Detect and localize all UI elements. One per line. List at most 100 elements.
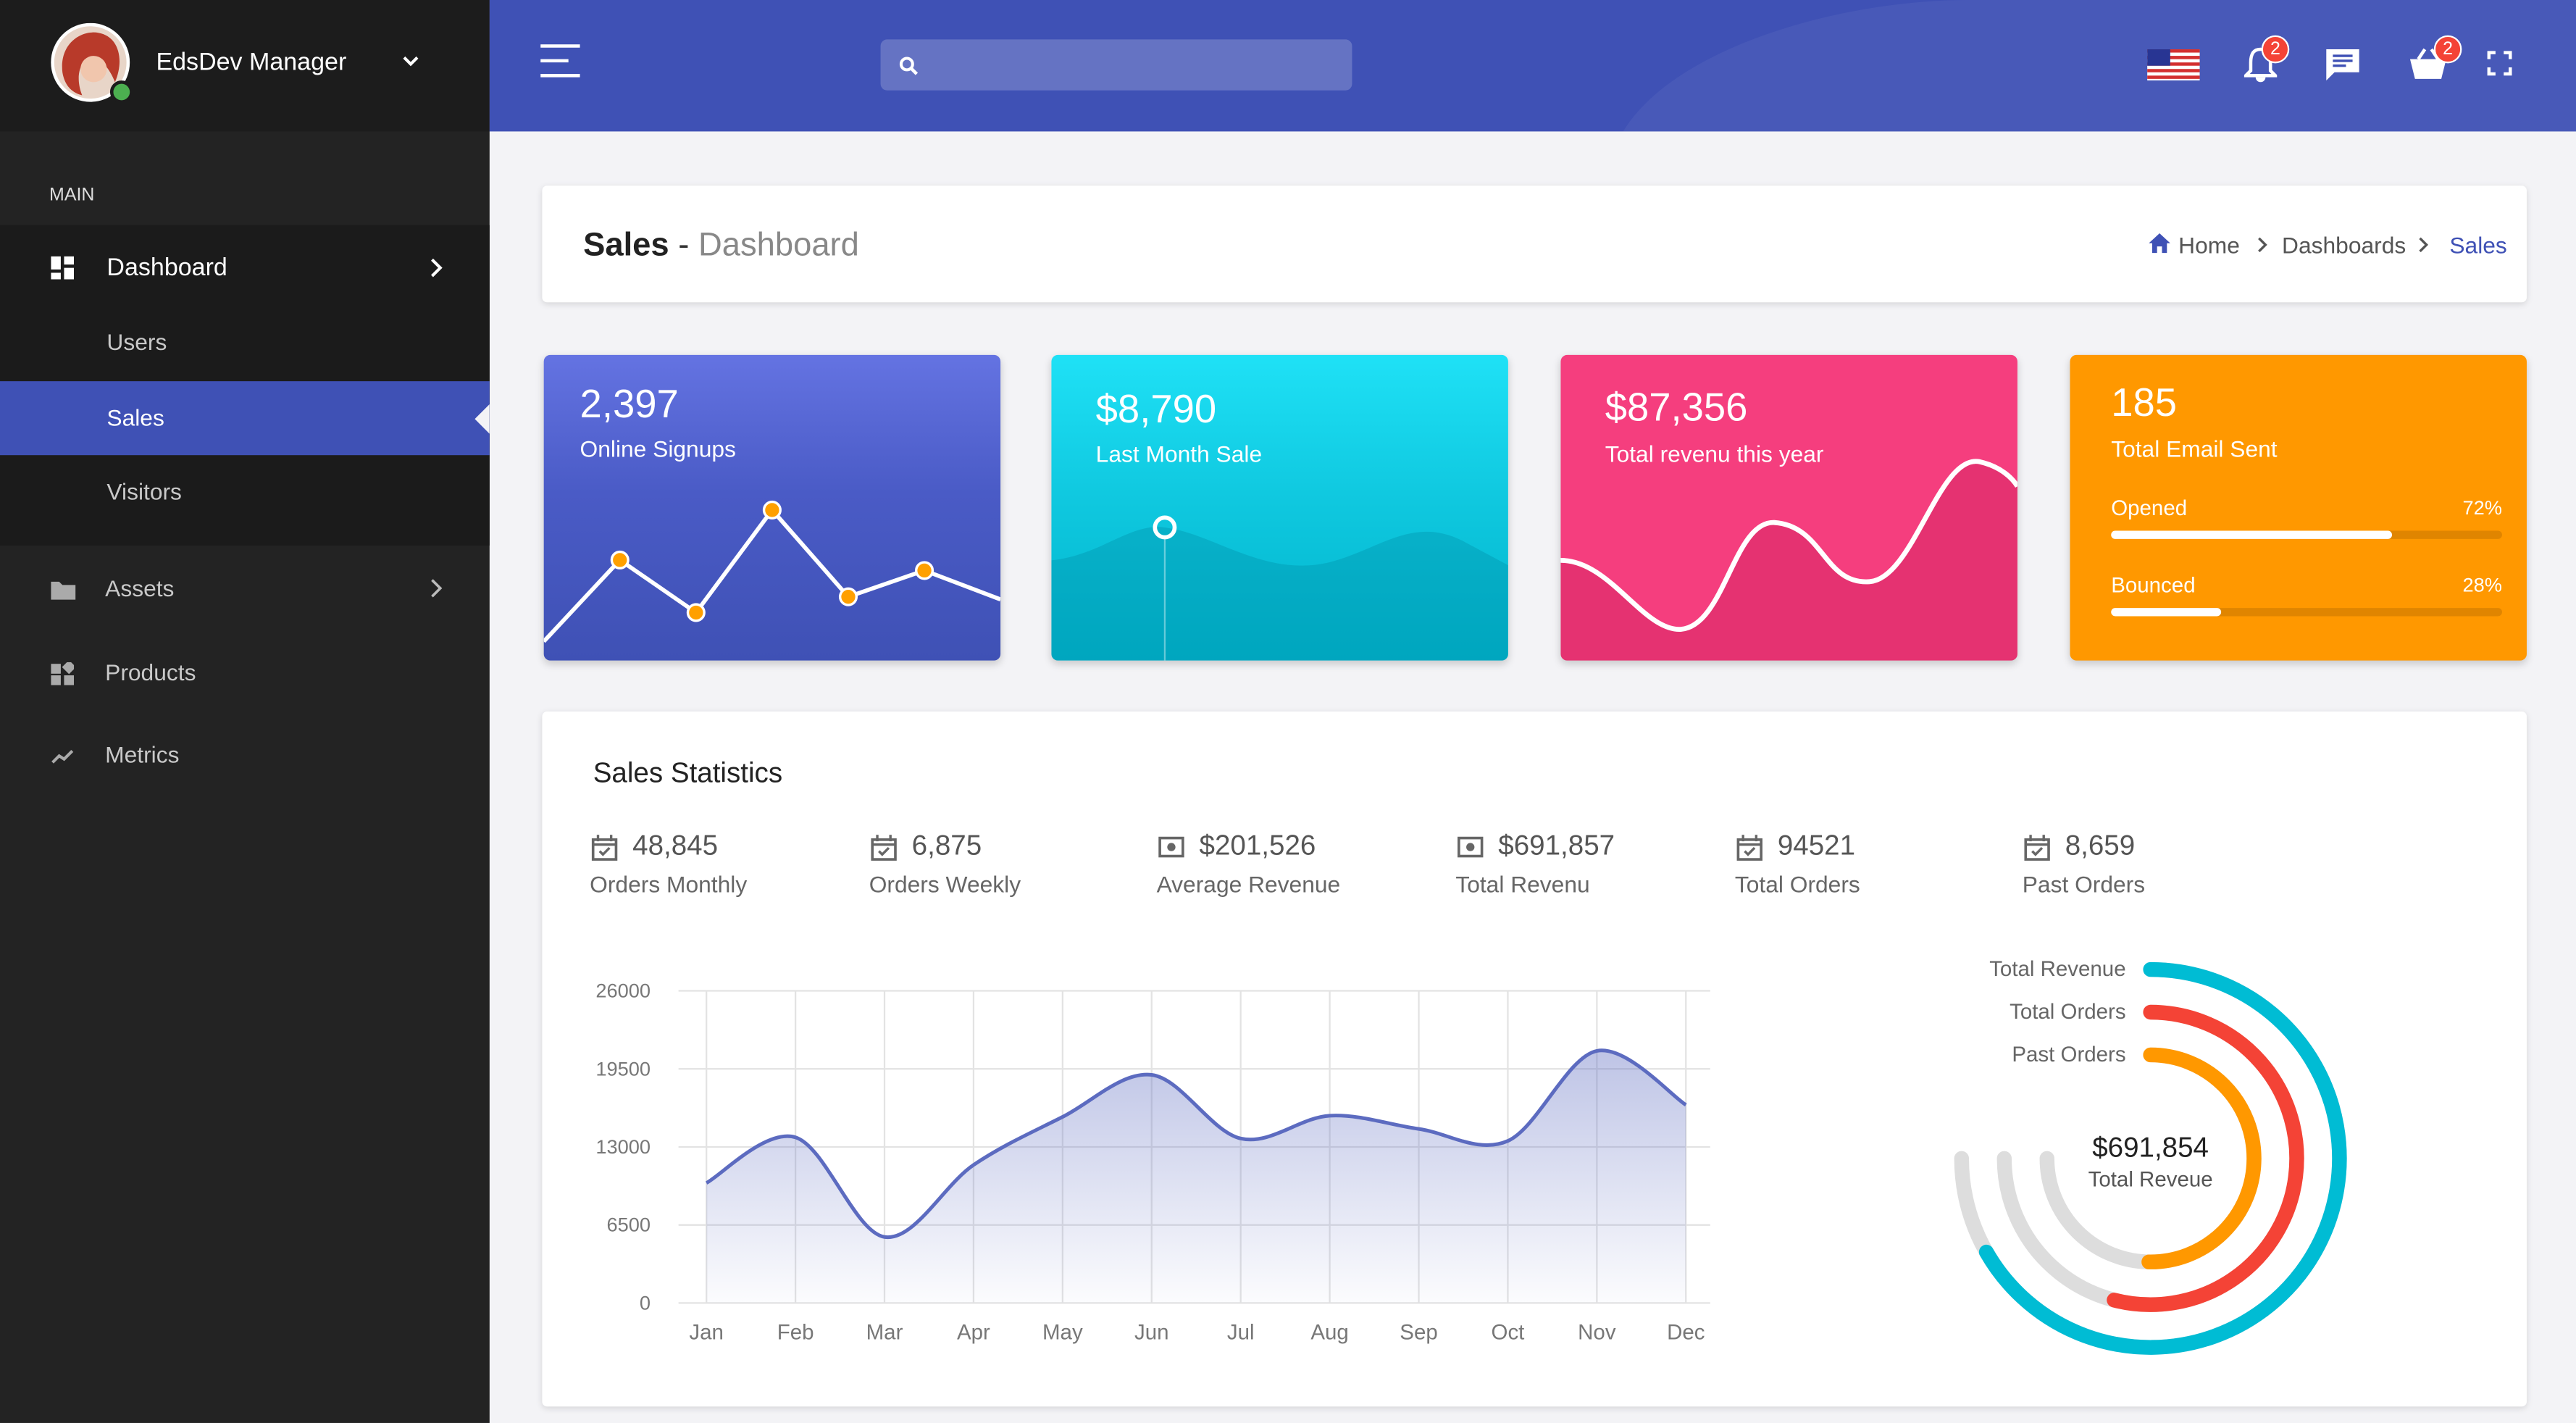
badge-count: 2 (2270, 39, 2280, 59)
search-icon (899, 57, 919, 75)
y-tick-label: 0 (640, 1291, 651, 1314)
stat-icon (2024, 835, 2050, 861)
chevron (431, 579, 443, 598)
icon-shape (1458, 836, 1484, 858)
user-dropdown[interactable] (401, 54, 420, 71)
menu-item[interactable]: Products (105, 659, 196, 685)
user-name[interactable]: EdsDev Manager (156, 48, 347, 77)
sparkline (543, 500, 1001, 643)
icon-shape (1736, 838, 1762, 861)
area-fill (706, 1050, 1686, 1303)
progress-track (2111, 608, 2502, 617)
y-tick-label: 26000 (595, 980, 651, 1002)
title: Sales (583, 228, 669, 264)
card-value: $8,790 (1095, 388, 1217, 433)
stat-icon (1736, 835, 1762, 861)
area-line (705, 1048, 1687, 1239)
x-tick-label: Jun (1134, 1320, 1169, 1344)
submenu-item[interactable]: Users (106, 328, 167, 355)
breadcrumb-item: Sales (2449, 231, 2507, 259)
progress-bar (2111, 530, 2393, 539)
messages-icon[interactable] (2325, 48, 2361, 83)
breadcrumb-separator (2419, 237, 2429, 253)
active-item (0, 381, 490, 456)
sparkline-point (838, 587, 858, 606)
sparkline-point (915, 561, 934, 580)
progress-label: Bounced (2111, 572, 2196, 598)
legend-label: Past Orders (2012, 1043, 2125, 1067)
x-tick-label: Nov (1578, 1320, 1616, 1344)
breadcrumb-separator (2258, 237, 2267, 253)
menu-toggle[interactable] (540, 43, 582, 79)
icon-shape (871, 838, 897, 861)
menu-item[interactable]: Metrics (105, 740, 180, 768)
stat-label: Total Orders (1734, 870, 1860, 898)
subtitle: Dashboard (698, 228, 859, 264)
x-tick-label: Sep (1400, 1320, 1437, 1344)
stat-label: Orders Weekly (869, 870, 1021, 898)
card-label: Last Month Sale (1095, 440, 1263, 467)
stat-icon (1158, 836, 1184, 858)
icon-shape (2025, 835, 2049, 856)
badge (2433, 35, 2462, 64)
x-tick-label: Jan (689, 1320, 724, 1344)
stat-value: 94521 (1777, 830, 1856, 861)
search-box[interactable] (880, 39, 1352, 91)
icon-shape (872, 835, 895, 856)
assets-icon (51, 581, 76, 600)
y-tick-label: 19500 (595, 1057, 651, 1080)
stat-card: $87,356 Total revenu this year (1560, 354, 2017, 661)
area-chart: 0 6500 13000 19500 26000 Jan Feb Mar Apr May Jun Ju… (595, 980, 1710, 1344)
breadcrumb-item[interactable]: Home (2178, 231, 2240, 259)
legend-label: Total Orders (2010, 1000, 2126, 1024)
active-pointer (474, 404, 490, 434)
stat-label: Orders Monthly (590, 870, 748, 898)
radial-chart: Total Revenue Total Orders Past Orders $691… (1954, 957, 2347, 1355)
title-separator: - (678, 228, 690, 264)
language-flag[interactable] (2147, 49, 2200, 81)
icon-shape (1167, 843, 1176, 851)
badge (2261, 35, 2290, 64)
center-label: Total Reveue (2088, 1167, 2213, 1191)
menu-item[interactable]: Dashboard (106, 254, 227, 282)
progress-label: Opened (2111, 495, 2188, 520)
radial-bar (2107, 1004, 2304, 1312)
stat-card: $8,790 Last Month Sale (1051, 354, 1508, 661)
x-tick-label: May (1042, 1320, 1083, 1344)
sparkline-point (686, 603, 706, 622)
stat-value: 8,659 (2065, 830, 2136, 861)
wave-chart (1560, 459, 2017, 661)
topbar: 2 2 (489, 0, 2576, 132)
dashboard-icon (51, 256, 75, 280)
stat-icon (591, 835, 618, 861)
stat-label: Past Orders (2022, 870, 2146, 898)
card-label: Total Email Sent (2111, 435, 2278, 462)
breadcrumb-item[interactable]: Dashboards (2282, 231, 2406, 259)
icon-shape (591, 838, 618, 861)
stat-label: Average Revenue (1156, 870, 1341, 898)
submenu-item[interactable]: Sales (106, 404, 164, 431)
badge-count: 2 (2443, 39, 2454, 59)
topbar-decoration (1623, 0, 2576, 132)
products-icon (51, 662, 75, 685)
card-label: Online Signups (580, 435, 736, 462)
icon-shape (1158, 836, 1184, 858)
home-icon (2149, 233, 2170, 254)
progress-value: 72% (2462, 496, 2502, 519)
submenu-item[interactable]: Visitors (106, 477, 182, 505)
card-value: 185 (2111, 381, 2178, 426)
x-tick-label: Dec (1667, 1320, 1705, 1344)
sparkline-point (762, 500, 782, 519)
metrics-icon (51, 749, 74, 764)
page-title: Sales - Dashboard (583, 228, 859, 265)
card-value: $87,356 (1605, 385, 1748, 431)
menu-item[interactable]: Assets (105, 575, 175, 602)
stat-value: 48,845 (632, 830, 719, 861)
icon-shape (1738, 835, 1762, 856)
avatar[interactable] (49, 22, 135, 109)
fullscreen-icon[interactable] (2487, 51, 2512, 76)
x-tick-label: Feb (777, 1320, 814, 1344)
stat-label: Total Revenu (1455, 870, 1590, 898)
